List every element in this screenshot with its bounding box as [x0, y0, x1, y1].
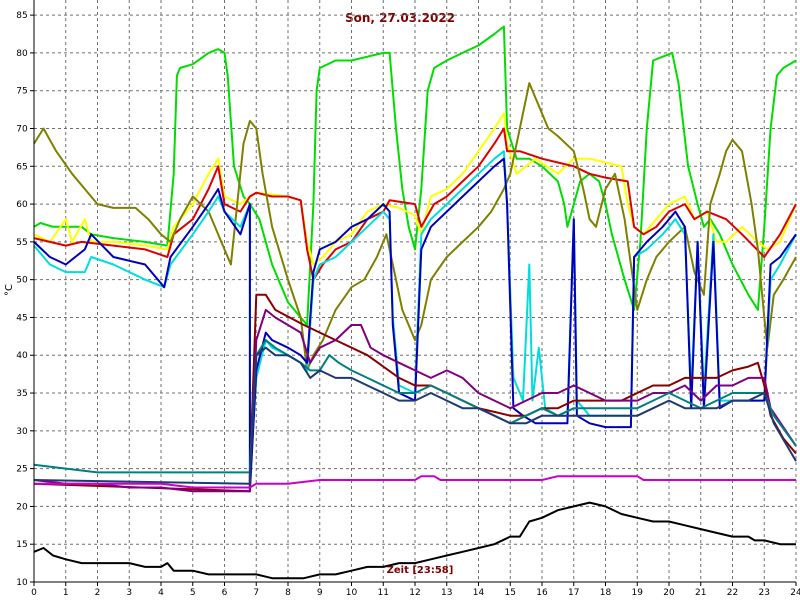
y-tick-label: 10	[16, 578, 28, 588]
x-tick-label: 2	[95, 588, 101, 598]
chart-title: Son, 27.03.2022	[345, 11, 455, 25]
x-tick-label: 1	[63, 588, 69, 598]
y-tick-label: 25	[16, 465, 27, 475]
series-line-6	[33, 157, 797, 493]
y-tick-label: 50	[16, 276, 28, 286]
series-line-12	[33, 501, 796, 580]
y-tick-label: 35	[16, 389, 27, 399]
x-tick-label: 13	[441, 588, 452, 598]
x-tick-label: 11	[378, 588, 389, 598]
series-line-1	[33, 25, 797, 326]
series-line-5	[33, 150, 797, 478]
chart-series	[33, 25, 797, 580]
x-tick-label: 4	[158, 588, 164, 598]
y-tick-label: 20	[16, 502, 28, 512]
x-tick-label: 6	[222, 588, 228, 598]
x-tick-label: 7	[253, 588, 259, 598]
x-tick-label: 9	[317, 588, 323, 598]
x-tick-label: 14	[473, 588, 485, 598]
series-line-3	[33, 127, 797, 281]
chart-grid	[34, 0, 797, 583]
x-tick-label: 18	[600, 588, 612, 598]
y-tick-label: 75	[16, 87, 27, 97]
x-tick-label: 23	[759, 588, 770, 598]
x-tick-label: 17	[568, 588, 579, 598]
x-tick-label: 8	[285, 588, 291, 598]
y-tick-label: 30	[16, 427, 28, 437]
chart-axes	[30, 0, 797, 586]
y-tick-label: 65	[16, 162, 27, 172]
y-tick-label: 55	[16, 238, 27, 248]
x-tick-label: 22	[727, 588, 738, 598]
series-line-7	[33, 293, 797, 493]
x-tick-label: 0	[31, 588, 37, 598]
x-tick-label: 10	[346, 588, 358, 598]
y-tick-label: 85	[16, 11, 27, 21]
x-tick-label: 24	[790, 588, 800, 598]
x-tick-label: 15	[505, 588, 516, 598]
x-tick-label: 5	[190, 588, 196, 598]
x-tick-label: 12	[409, 588, 420, 598]
x-tick-label: 3	[126, 588, 132, 598]
y-tick-label: 40	[16, 351, 28, 361]
x-axis-label: Zeit [23:58]	[387, 565, 454, 576]
y-tick-label: 45	[16, 313, 27, 323]
y-axis-label: °C	[4, 284, 15, 296]
chart-tick-labels: 0 1 2 3 4 5 6 7 8 9 10 11 12 13 14 15 16 17 18 19 20 21 22 23 24…	[16, 11, 800, 598]
series-line-10	[33, 346, 797, 485]
y-tick-label: 70	[16, 124, 28, 134]
series-line-11	[34, 475, 796, 489]
x-tick-label: 16	[536, 588, 548, 598]
y-tick-label: 15	[16, 540, 27, 550]
x-tick-label: 20	[663, 588, 675, 598]
series-line-4	[33, 82, 797, 372]
x-tick-label: 21	[695, 588, 706, 598]
x-tick-label: 19	[632, 588, 644, 598]
y-tick-label: 60	[16, 200, 28, 210]
y-tick-label: 80	[16, 49, 28, 59]
